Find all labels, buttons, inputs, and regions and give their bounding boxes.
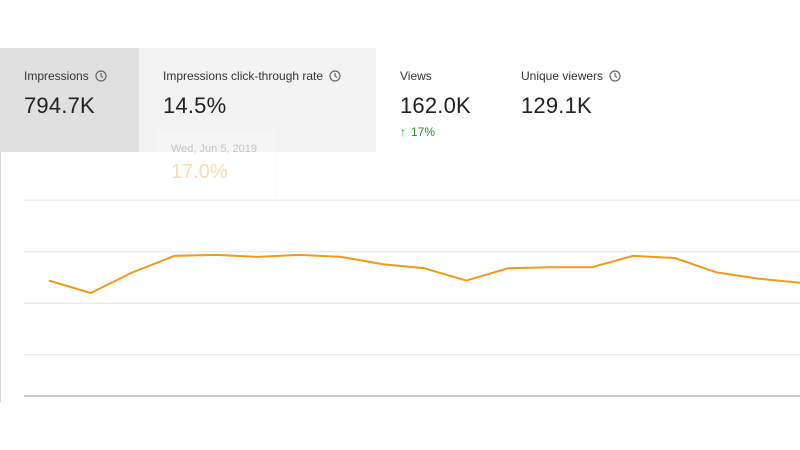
tooltip-value: 17.0% [171,161,228,183]
metric-label-ctr: Impressions click-through rate [163,68,376,84]
data-point[interactable] [794,277,800,289]
metric-value-ctr: 14.5% [163,93,227,118]
metric-value-views: 162.0K [400,93,471,118]
metric-delta-views: ↑ 17% [400,125,498,139]
delta-text: 17% [411,125,436,139]
clock-icon[interactable] [609,70,621,82]
metric-label-text: Impressions click-through rate [163,69,324,83]
metric-label-text: Impressions [24,69,89,83]
data-point[interactable] [544,261,556,273]
data-point[interactable] [502,262,514,274]
metric-label-views: Views [400,68,498,84]
data-point[interactable] [669,252,681,264]
metric-value-unique-viewers: 129.1K [521,93,592,118]
metric-tab-impressions[interactable]: Impressions 794.7K [0,48,139,152]
data-point[interactable] [377,258,389,270]
line-chart[interactable] [0,150,800,405]
data-point[interactable] [711,266,723,278]
data-point[interactable] [627,250,639,262]
metric-tab-views[interactable]: Views 162.0K ↑ 17% [376,48,498,152]
data-point[interactable] [126,266,138,278]
data-point[interactable] [460,275,472,287]
metric-value-impressions: 794.7K [24,93,95,118]
tooltip-date: Wed, Jun 5, 2019 [171,143,258,155]
data-point[interactable] [85,287,97,299]
metric-tabs: Impressions 794.7K Impressions click-thr… [0,48,800,152]
chart-tooltip: Wed, Jun 5, 2019 17.0% [154,130,276,200]
metric-tab-unique-viewers[interactable]: Unique viewers 129.1K [497,48,697,152]
metric-tab-ctr[interactable]: Impressions click-through rate 14.5% [139,48,376,152]
chart-left-border [0,152,1,402]
data-point[interactable] [43,275,55,287]
data-point[interactable] [252,251,264,263]
arrow-up-icon: ↑ [400,125,406,139]
data-point[interactable] [419,262,431,274]
metric-label-impressions: Impressions [24,68,139,84]
series-line[interactable] [48,253,800,294]
metric-label-unique-viewers: Unique viewers [521,68,697,84]
clock-icon[interactable] [95,70,107,82]
metric-label-text: Views [400,69,432,83]
data-point[interactable] [168,250,180,262]
data-point[interactable] [210,249,222,261]
data-point[interactable] [335,251,347,263]
data-point[interactable] [752,273,764,285]
clock-icon[interactable] [329,70,341,82]
data-point[interactable] [585,261,597,273]
metric-label-text: Unique viewers [521,69,604,83]
data-point[interactable] [293,249,305,261]
